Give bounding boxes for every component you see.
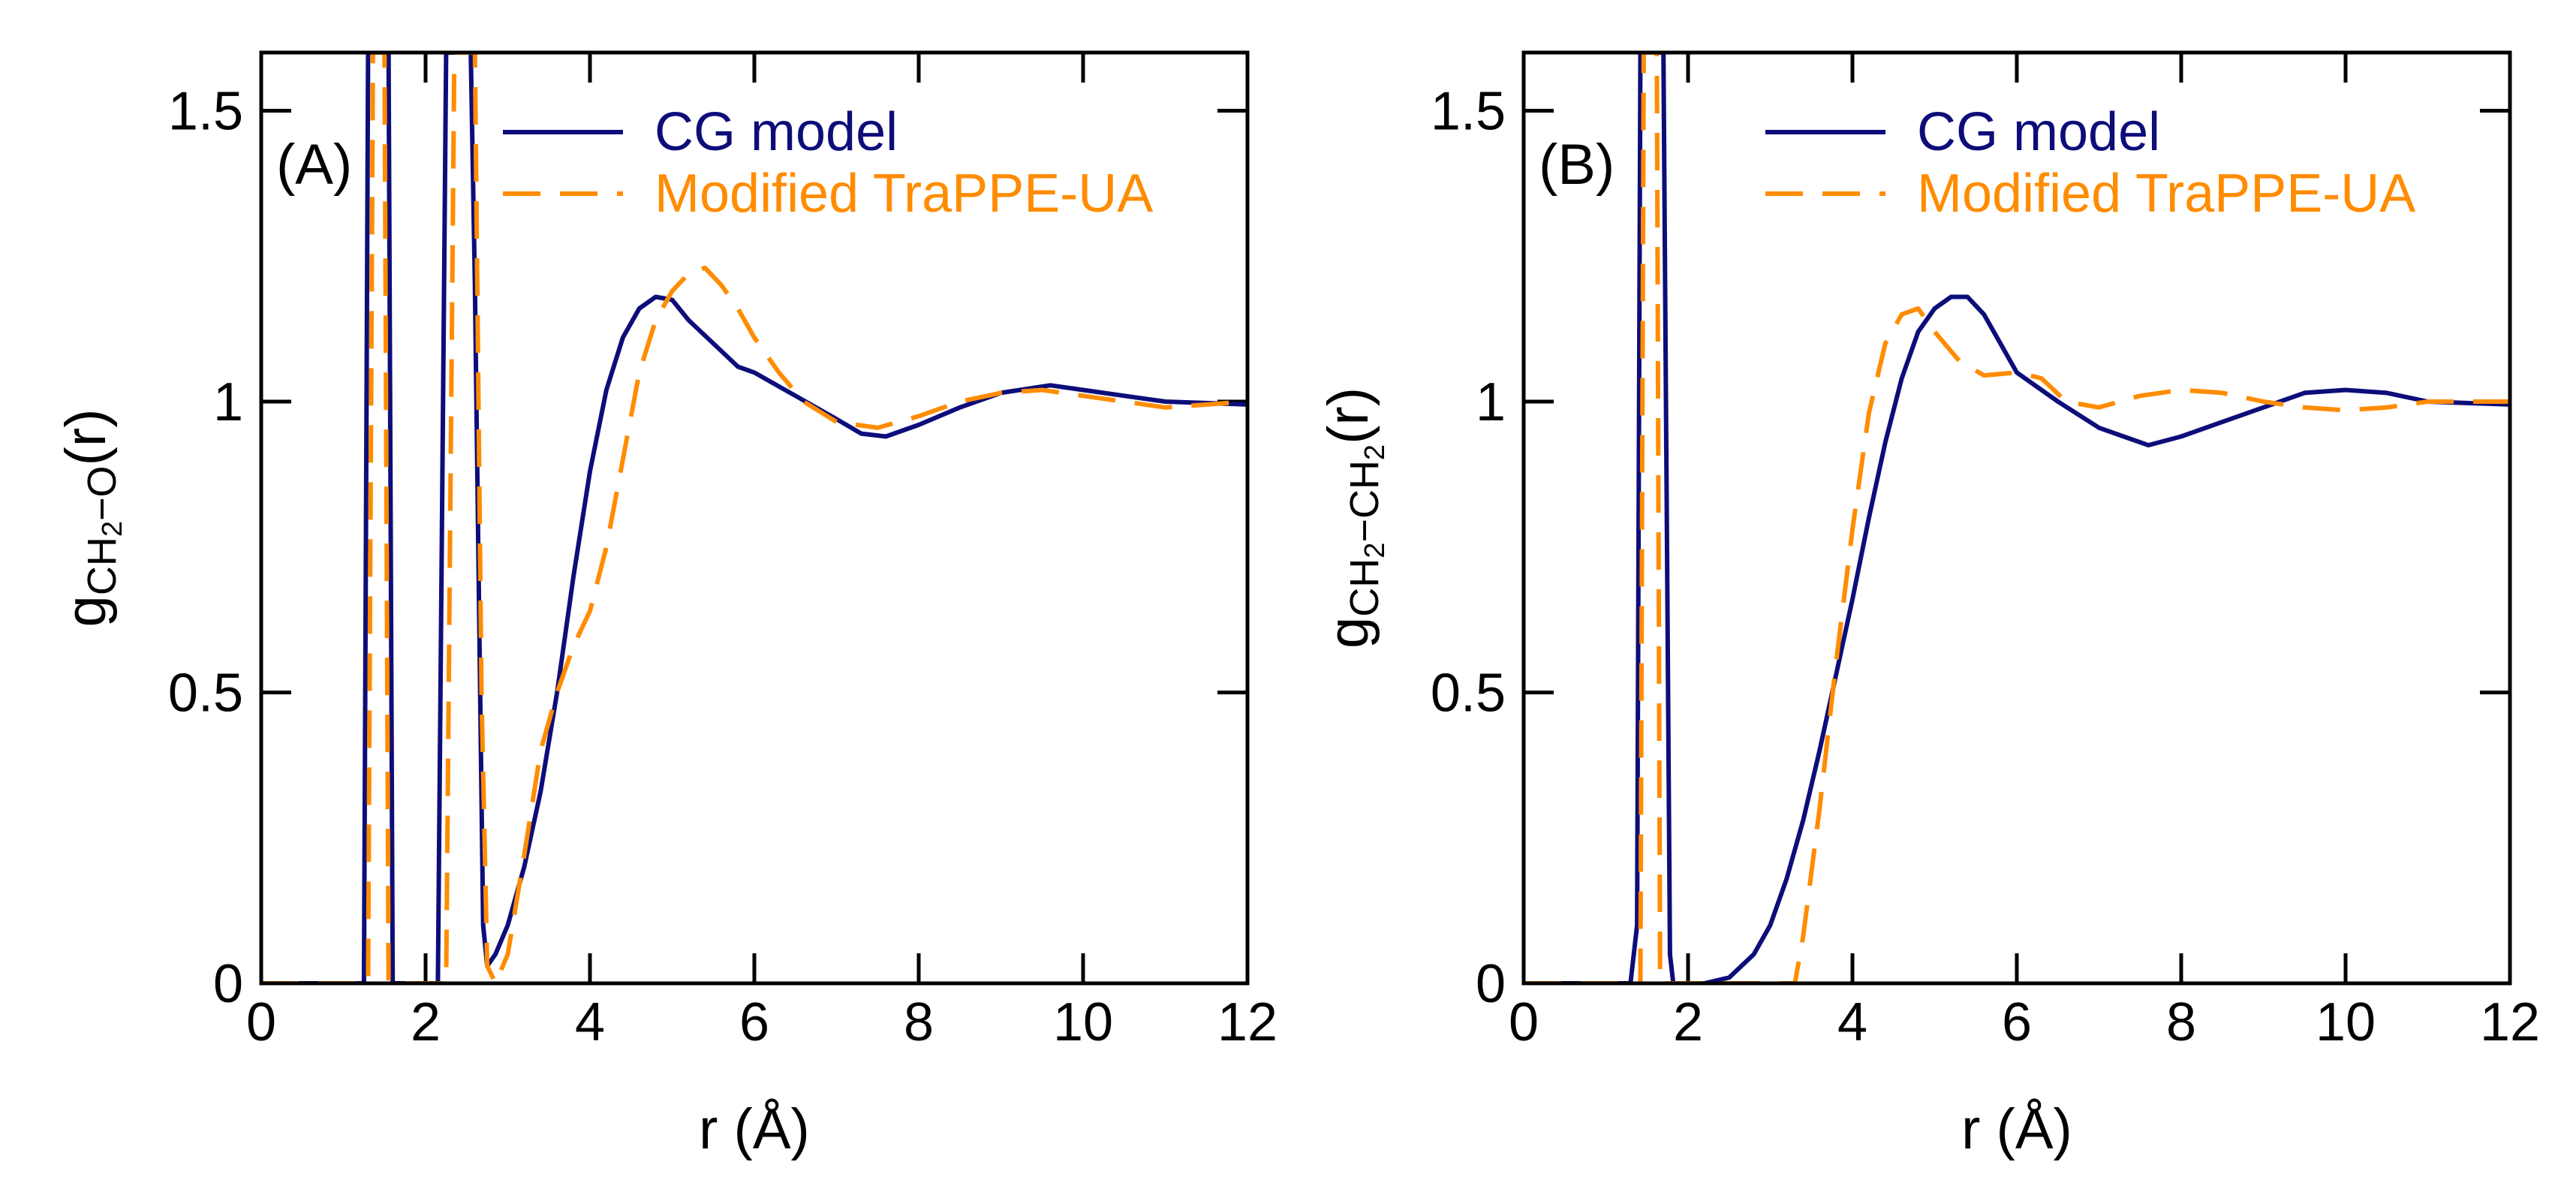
panel-a: 0 2 4 6 8 10 12 0 0.5 1 1.5 (A) CG model Modified … bbox=[54, 50, 1277, 1161]
plot-frame-b bbox=[1521, 50, 2512, 986]
x-tick-label-a: 8 bbox=[904, 992, 934, 1052]
y-axis-label-b: gCH2−CH2(r) bbox=[1317, 387, 1391, 649]
y-tick-label-b: 0 bbox=[1476, 954, 1506, 1014]
x-tick-label-b: 2 bbox=[1673, 992, 1703, 1052]
x-tick-label-a: 10 bbox=[1053, 992, 1113, 1052]
series-line-trappe-a bbox=[261, 53, 1247, 983]
plot-area-b bbox=[1524, 53, 2510, 983]
x-tick-label-b: 8 bbox=[2166, 992, 2196, 1052]
legend-label-cg-model-b: CG model bbox=[1917, 102, 2160, 162]
x-tick-label-a: 6 bbox=[739, 992, 769, 1052]
x-axis-label-a: r (Å) bbox=[699, 1097, 810, 1161]
x-tick-label-a: 4 bbox=[575, 992, 605, 1052]
x-tick-label-b: 10 bbox=[2316, 992, 2376, 1052]
y-tick-label-a: 1 bbox=[213, 372, 243, 432]
series-group-b bbox=[1524, 53, 2510, 983]
series-line-cg-model-b bbox=[1524, 53, 2510, 983]
legend-b: CG model Modified TraPPE-UA bbox=[1765, 102, 2415, 224]
y-axis-label-a: gCH2−O(r) bbox=[54, 409, 128, 628]
y-tick-label-b: 1 bbox=[1476, 372, 1506, 432]
x-tick-label-a: 0 bbox=[246, 992, 276, 1052]
panel-label-a: (A) bbox=[276, 133, 352, 197]
x-tick-label-b: 4 bbox=[1837, 992, 1867, 1052]
y-tick-label-a: 0.5 bbox=[168, 664, 243, 724]
y-tick-label-a: 0 bbox=[213, 954, 243, 1014]
legend-label-trappe-b: Modified TraPPE-UA bbox=[1917, 164, 2415, 224]
panel-label-b: (B) bbox=[1539, 133, 1615, 197]
series-line-cg-model-a bbox=[261, 53, 1247, 983]
panel-b: 0 2 4 6 8 10 12 0 0.5 1 1.5 (B) CG model Modified … bbox=[1317, 50, 2540, 1161]
axis-ticks-b: 0 2 4 6 8 10 12 0 0.5 1 1.5 bbox=[1431, 53, 2540, 1052]
x-axis-label-b: r (Å) bbox=[1961, 1097, 2072, 1161]
x-tick-label-b: 6 bbox=[2002, 992, 2032, 1052]
plot-frame-a bbox=[259, 50, 1250, 986]
x-tick-label-a: 12 bbox=[1217, 992, 1277, 1052]
plot-area-a bbox=[261, 53, 1247, 983]
x-tick-label-a: 2 bbox=[411, 992, 441, 1052]
legend-label-cg-model-a: CG model bbox=[655, 102, 898, 162]
x-tick-label-b: 12 bbox=[2480, 992, 2540, 1052]
series-line-trappe-b bbox=[1524, 53, 2510, 983]
y-tick-label-a: 1.5 bbox=[168, 82, 243, 142]
y-tick-label-b: 0.5 bbox=[1431, 664, 1506, 724]
series-group-a bbox=[261, 53, 1247, 983]
y-tick-label-b: 1.5 bbox=[1431, 82, 1506, 142]
x-tick-label-b: 0 bbox=[1509, 992, 1539, 1052]
legend-a: CG model Modified TraPPE-UA bbox=[503, 102, 1153, 224]
axis-ticks-a: 0 2 4 6 8 10 12 0 0.5 1 1.5 bbox=[168, 53, 1277, 1052]
legend-label-trappe-a: Modified TraPPE-UA bbox=[655, 164, 1153, 224]
